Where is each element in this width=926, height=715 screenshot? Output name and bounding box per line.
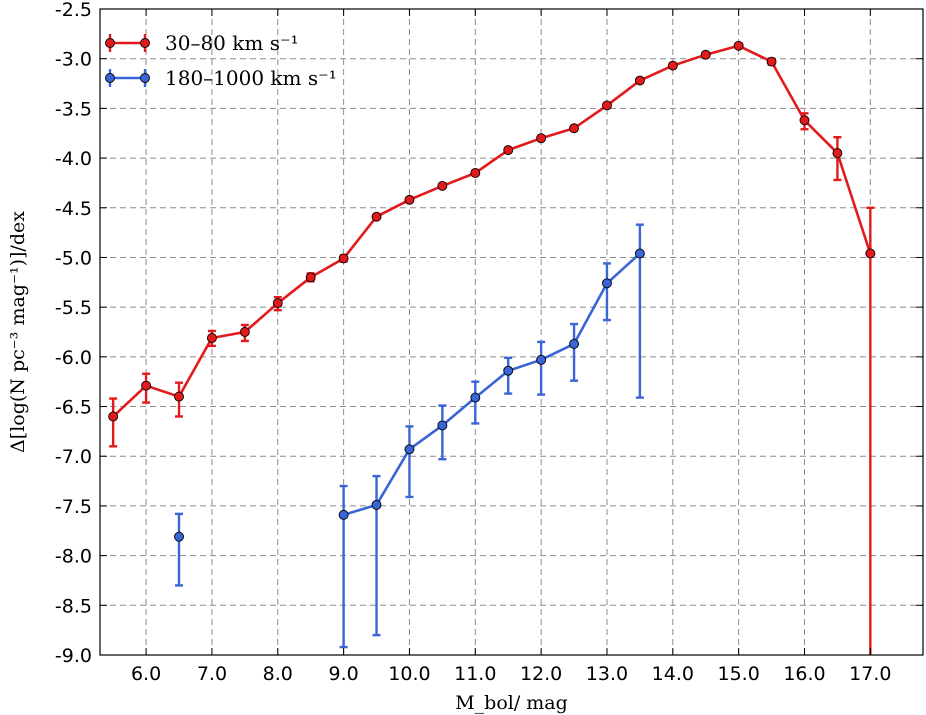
data-point xyxy=(700,49,711,60)
series-line xyxy=(343,252,641,517)
data-point xyxy=(569,338,579,349)
y-tick-label: -4.0 xyxy=(55,148,92,170)
series-0 xyxy=(108,40,876,655)
series-line xyxy=(112,44,872,418)
x-tick-label: 15.0 xyxy=(717,663,759,685)
data-point xyxy=(799,115,810,126)
grid xyxy=(100,8,923,656)
y-tick-label: -6.0 xyxy=(55,347,92,369)
legend-marker xyxy=(105,73,115,83)
x-tick-label: 14.0 xyxy=(652,663,694,685)
data-point xyxy=(634,75,645,86)
data-point xyxy=(437,180,448,191)
plot-frame xyxy=(99,8,924,656)
y-tick-label: -8.0 xyxy=(55,546,92,568)
y-tick-label: -6.5 xyxy=(55,397,92,419)
data-point xyxy=(371,499,382,510)
data-point xyxy=(239,327,250,337)
data-point xyxy=(437,420,448,431)
data-point xyxy=(141,380,152,391)
legend: 30–80 km s⁻¹ 180–1000 km s⁻¹ xyxy=(105,31,337,90)
x-tick-label: 17.0 xyxy=(849,663,891,685)
series-layer xyxy=(108,40,876,655)
x-tick-label: 13.0 xyxy=(586,663,628,685)
legend-marker xyxy=(105,38,115,48)
legend-label: 30–80 km s⁻¹ xyxy=(165,31,299,55)
data-point xyxy=(371,211,382,222)
data-point xyxy=(503,145,514,156)
x-tick-label: 8.0 xyxy=(263,663,293,685)
y-tick-label: -3.0 xyxy=(55,49,92,71)
data-point xyxy=(634,248,645,259)
data-point xyxy=(667,60,678,71)
y-tick-label: -9.0 xyxy=(55,645,92,667)
x-tick-label: 10.0 xyxy=(388,663,430,685)
data-point xyxy=(602,100,612,111)
data-point xyxy=(733,40,744,51)
y-tick-label: -5.5 xyxy=(55,297,92,319)
data-point xyxy=(503,365,514,376)
x-tick-label: 16.0 xyxy=(783,663,825,685)
y-tick-label: -4.5 xyxy=(55,198,92,220)
y-axis-label: Δ[log(N pc⁻³ mag⁻¹)]/dex xyxy=(7,211,29,453)
data-point xyxy=(470,392,481,403)
y-tick-label: -2.5 xyxy=(55,0,92,21)
data-point xyxy=(569,123,579,134)
data-point xyxy=(766,56,777,67)
x-tick-label: 7.0 xyxy=(197,663,227,685)
legend-marker xyxy=(140,73,150,83)
data-point xyxy=(305,272,316,283)
x-tick-label: 11.0 xyxy=(454,663,496,685)
x-axis-label: M_bol/ mag xyxy=(455,692,568,714)
x-tick-label: 6.0 xyxy=(131,663,161,685)
series-1 xyxy=(174,223,645,649)
data-point xyxy=(536,354,547,365)
y-tick-label: -5.0 xyxy=(55,247,92,269)
ticks: 6.0 7.0 8.0 9.0 10.0 11.0 12.0 13.0 14.0 15.0 16.0… xyxy=(55,0,923,685)
x-tick-label: 9.0 xyxy=(328,663,358,685)
data-point xyxy=(206,333,217,343)
data-point xyxy=(536,133,547,144)
y-tick-label: -7.5 xyxy=(55,496,92,518)
legend-marker xyxy=(140,38,150,48)
y-tick-label: -3.5 xyxy=(55,98,92,120)
data-point xyxy=(174,531,184,542)
y-tick-label: -7.0 xyxy=(55,446,92,468)
data-point xyxy=(602,278,612,289)
data-point xyxy=(272,298,283,309)
y-tick-label: -8.5 xyxy=(55,595,92,617)
x-tick-label: 12.0 xyxy=(520,663,562,685)
data-point xyxy=(174,391,184,402)
data-point xyxy=(108,411,119,422)
legend-label: 180–1000 km s⁻¹ xyxy=(165,66,337,90)
data-point xyxy=(338,509,349,520)
data-point xyxy=(832,148,843,159)
data-point xyxy=(338,253,349,264)
data-point xyxy=(404,444,415,455)
data-point xyxy=(404,194,415,205)
data-point xyxy=(865,248,876,259)
data-point xyxy=(470,168,481,178)
